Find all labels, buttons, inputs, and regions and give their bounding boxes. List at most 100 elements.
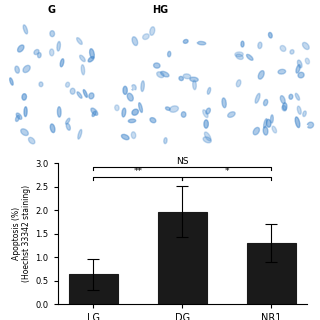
Ellipse shape (10, 78, 13, 85)
Ellipse shape (258, 71, 264, 79)
Ellipse shape (235, 52, 243, 57)
Ellipse shape (207, 87, 211, 94)
Ellipse shape (179, 76, 183, 81)
Ellipse shape (203, 110, 208, 117)
Ellipse shape (183, 74, 191, 79)
Ellipse shape (282, 106, 286, 111)
Ellipse shape (66, 124, 70, 130)
Ellipse shape (50, 49, 54, 56)
Ellipse shape (271, 115, 273, 123)
Ellipse shape (204, 120, 208, 128)
Ellipse shape (132, 85, 136, 91)
Ellipse shape (253, 127, 260, 135)
Ellipse shape (21, 129, 28, 136)
Text: *: * (225, 167, 229, 176)
Ellipse shape (141, 81, 144, 92)
Ellipse shape (283, 103, 287, 110)
Ellipse shape (264, 100, 268, 106)
Ellipse shape (183, 39, 188, 43)
Ellipse shape (305, 58, 309, 64)
Ellipse shape (241, 41, 244, 47)
Ellipse shape (39, 82, 43, 87)
Ellipse shape (193, 80, 196, 90)
Ellipse shape (50, 124, 55, 132)
Text: NS: NS (176, 156, 189, 165)
Text: G: G (47, 5, 55, 15)
Ellipse shape (80, 55, 85, 61)
Ellipse shape (297, 106, 301, 114)
Ellipse shape (290, 50, 294, 54)
Ellipse shape (18, 45, 24, 52)
Ellipse shape (77, 92, 82, 98)
Ellipse shape (246, 54, 253, 60)
Ellipse shape (34, 50, 39, 55)
Ellipse shape (60, 59, 64, 67)
Ellipse shape (66, 118, 70, 124)
Ellipse shape (57, 42, 60, 51)
Ellipse shape (280, 96, 285, 104)
Ellipse shape (161, 71, 169, 77)
Bar (69, 275, 118, 304)
Ellipse shape (78, 130, 82, 139)
Ellipse shape (297, 60, 302, 68)
Ellipse shape (24, 107, 27, 116)
Ellipse shape (15, 66, 20, 73)
Ellipse shape (122, 108, 126, 117)
Ellipse shape (132, 109, 138, 115)
Ellipse shape (307, 122, 314, 128)
Ellipse shape (222, 98, 226, 108)
Bar (158, 212, 207, 304)
Ellipse shape (23, 65, 30, 73)
Ellipse shape (170, 106, 179, 112)
Ellipse shape (302, 43, 309, 50)
Ellipse shape (255, 93, 260, 103)
Ellipse shape (90, 49, 94, 59)
Ellipse shape (296, 65, 300, 73)
Ellipse shape (150, 27, 155, 35)
Ellipse shape (16, 115, 20, 121)
Ellipse shape (50, 31, 54, 37)
Ellipse shape (197, 42, 206, 45)
Ellipse shape (154, 63, 160, 68)
Ellipse shape (66, 82, 69, 87)
Ellipse shape (132, 37, 138, 45)
Ellipse shape (268, 32, 272, 38)
Ellipse shape (236, 54, 243, 60)
Ellipse shape (204, 132, 211, 141)
Text: **: ** (133, 167, 142, 176)
Ellipse shape (206, 108, 210, 114)
Ellipse shape (303, 111, 306, 116)
Ellipse shape (16, 113, 22, 119)
Ellipse shape (295, 117, 300, 128)
Bar (247, 243, 296, 304)
Ellipse shape (143, 34, 149, 39)
Ellipse shape (289, 94, 293, 99)
Ellipse shape (168, 51, 171, 57)
Ellipse shape (91, 108, 98, 115)
Ellipse shape (28, 137, 35, 144)
Ellipse shape (88, 57, 94, 62)
Ellipse shape (127, 93, 133, 101)
Ellipse shape (89, 93, 94, 99)
Ellipse shape (139, 103, 142, 112)
Ellipse shape (23, 25, 28, 34)
Ellipse shape (236, 80, 241, 87)
Ellipse shape (128, 119, 136, 123)
Ellipse shape (272, 126, 276, 133)
Ellipse shape (181, 112, 186, 117)
Ellipse shape (37, 52, 41, 58)
Ellipse shape (278, 69, 286, 74)
Ellipse shape (83, 90, 87, 97)
Ellipse shape (298, 72, 304, 78)
Ellipse shape (165, 107, 170, 110)
Ellipse shape (263, 127, 268, 135)
Text: HG: HG (152, 5, 168, 15)
Ellipse shape (266, 119, 271, 127)
Ellipse shape (92, 111, 96, 116)
Ellipse shape (280, 45, 286, 52)
Ellipse shape (131, 132, 136, 139)
Ellipse shape (228, 112, 235, 117)
Ellipse shape (121, 134, 129, 140)
Ellipse shape (258, 42, 262, 49)
Ellipse shape (264, 119, 267, 128)
